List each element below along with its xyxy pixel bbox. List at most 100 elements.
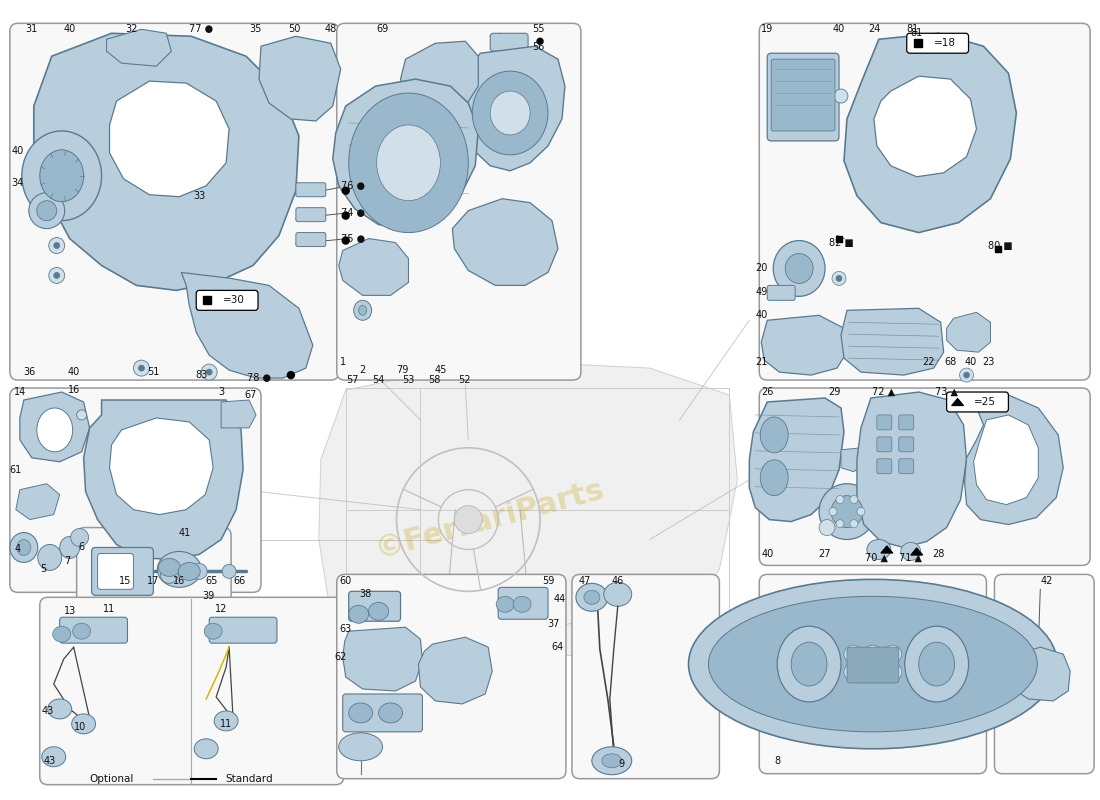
FancyBboxPatch shape xyxy=(847,647,899,683)
Polygon shape xyxy=(460,46,565,170)
Polygon shape xyxy=(84,400,243,559)
Text: 31: 31 xyxy=(25,24,37,34)
Text: 43: 43 xyxy=(42,706,54,716)
Text: 48: 48 xyxy=(324,24,337,34)
Ellipse shape xyxy=(708,596,1037,732)
FancyBboxPatch shape xyxy=(77,527,231,627)
Text: 78 ●: 78 ● xyxy=(248,373,271,383)
Polygon shape xyxy=(333,79,478,229)
Text: 47: 47 xyxy=(579,576,591,586)
Text: 10: 10 xyxy=(74,722,86,732)
Text: 70 ▲: 70 ▲ xyxy=(866,553,889,562)
Text: 27: 27 xyxy=(817,550,830,559)
Polygon shape xyxy=(844,34,1016,233)
Text: 23: 23 xyxy=(982,357,994,367)
Ellipse shape xyxy=(201,364,217,380)
Text: 66: 66 xyxy=(233,576,245,586)
Text: 58: 58 xyxy=(428,375,441,385)
Ellipse shape xyxy=(157,551,201,587)
Text: 19: 19 xyxy=(761,24,773,34)
Ellipse shape xyxy=(834,89,848,103)
Polygon shape xyxy=(947,312,990,352)
Text: 38: 38 xyxy=(360,590,372,599)
FancyBboxPatch shape xyxy=(498,587,548,619)
Ellipse shape xyxy=(883,645,902,663)
Text: 73 ▲: 73 ▲ xyxy=(935,387,958,397)
FancyBboxPatch shape xyxy=(296,233,326,246)
Bar xyxy=(996,246,1001,251)
Text: 43: 43 xyxy=(44,756,56,766)
Text: 40: 40 xyxy=(833,24,845,34)
Ellipse shape xyxy=(47,699,72,719)
Text: 39: 39 xyxy=(202,591,215,602)
Ellipse shape xyxy=(222,565,236,578)
Ellipse shape xyxy=(158,558,180,576)
Text: 33: 33 xyxy=(194,190,206,201)
Ellipse shape xyxy=(760,460,789,496)
Text: 15: 15 xyxy=(119,576,132,586)
Bar xyxy=(914,39,922,47)
Ellipse shape xyxy=(864,663,882,681)
Ellipse shape xyxy=(604,582,631,606)
Ellipse shape xyxy=(829,508,837,515)
Ellipse shape xyxy=(36,201,57,221)
Text: 64: 64 xyxy=(552,642,564,652)
Ellipse shape xyxy=(778,626,842,702)
Text: 56: 56 xyxy=(532,42,544,52)
Text: =25: =25 xyxy=(974,397,996,407)
Ellipse shape xyxy=(77,410,87,420)
Ellipse shape xyxy=(54,242,59,249)
Ellipse shape xyxy=(576,583,608,611)
Text: 51: 51 xyxy=(147,367,160,377)
FancyBboxPatch shape xyxy=(209,618,277,643)
Text: 13: 13 xyxy=(64,606,76,616)
Bar xyxy=(204,296,211,304)
Text: 11: 11 xyxy=(103,604,116,614)
Text: 29: 29 xyxy=(828,387,840,397)
Text: 54: 54 xyxy=(373,375,385,385)
Text: 9: 9 xyxy=(618,758,625,769)
Ellipse shape xyxy=(161,566,178,583)
Text: 62: 62 xyxy=(334,652,346,662)
Text: 28: 28 xyxy=(933,550,945,559)
FancyBboxPatch shape xyxy=(767,286,795,300)
Polygon shape xyxy=(15,484,59,519)
Bar xyxy=(908,36,914,42)
FancyBboxPatch shape xyxy=(337,23,581,380)
Ellipse shape xyxy=(16,539,31,555)
FancyBboxPatch shape xyxy=(877,458,892,474)
FancyBboxPatch shape xyxy=(59,618,128,643)
Text: 7: 7 xyxy=(65,557,70,566)
FancyBboxPatch shape xyxy=(349,591,400,622)
FancyBboxPatch shape xyxy=(98,554,133,590)
Ellipse shape xyxy=(10,533,37,562)
Ellipse shape xyxy=(42,746,66,766)
Polygon shape xyxy=(452,198,558,286)
Text: 50: 50 xyxy=(288,24,300,34)
FancyBboxPatch shape xyxy=(572,574,719,778)
Ellipse shape xyxy=(195,739,218,758)
Text: 82 ■: 82 ■ xyxy=(828,238,854,247)
Ellipse shape xyxy=(36,408,73,452)
Ellipse shape xyxy=(864,645,882,663)
Text: 41: 41 xyxy=(178,527,190,538)
Ellipse shape xyxy=(867,539,891,559)
Ellipse shape xyxy=(901,542,921,561)
Polygon shape xyxy=(911,548,923,555)
FancyBboxPatch shape xyxy=(767,54,839,141)
Ellipse shape xyxy=(513,596,531,612)
Text: 17: 17 xyxy=(147,576,160,586)
Ellipse shape xyxy=(820,519,835,535)
Ellipse shape xyxy=(836,275,842,282)
Text: 40: 40 xyxy=(64,24,76,34)
Ellipse shape xyxy=(214,711,238,731)
Polygon shape xyxy=(842,448,864,472)
Ellipse shape xyxy=(40,150,84,202)
Text: 40: 40 xyxy=(755,310,768,320)
FancyBboxPatch shape xyxy=(343,694,422,732)
Ellipse shape xyxy=(72,714,96,734)
FancyBboxPatch shape xyxy=(899,437,914,452)
FancyBboxPatch shape xyxy=(947,392,1009,412)
Text: 32: 32 xyxy=(125,24,138,34)
Text: 40: 40 xyxy=(965,357,977,367)
